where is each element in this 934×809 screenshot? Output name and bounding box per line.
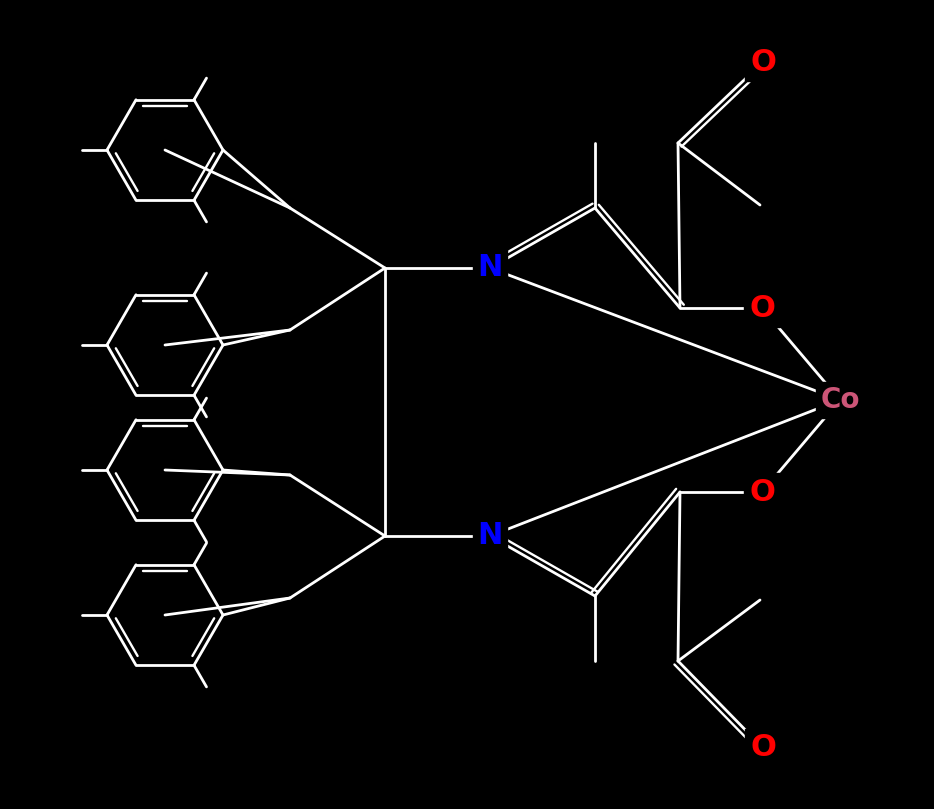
Text: O: O bbox=[749, 477, 775, 506]
Text: N: N bbox=[477, 253, 502, 282]
Text: N: N bbox=[477, 522, 502, 550]
Text: Co: Co bbox=[820, 386, 860, 414]
Text: O: O bbox=[750, 48, 776, 77]
Text: O: O bbox=[750, 734, 776, 763]
Text: O: O bbox=[749, 294, 775, 323]
